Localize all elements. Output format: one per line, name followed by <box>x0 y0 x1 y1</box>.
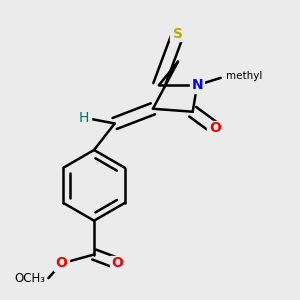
Text: H: H <box>79 111 89 124</box>
Bar <box>54 256 69 271</box>
Text: S: S <box>173 27 183 41</box>
Text: O: O <box>112 256 124 270</box>
Text: O: O <box>209 121 221 135</box>
Text: N: N <box>191 78 203 92</box>
Text: methyl: methyl <box>226 71 262 81</box>
Text: OCH₃: OCH₃ <box>14 272 46 285</box>
Bar <box>110 256 125 271</box>
Bar <box>170 26 186 41</box>
Bar <box>190 78 205 93</box>
Text: O: O <box>56 256 68 270</box>
Bar <box>207 121 222 135</box>
Bar <box>77 110 91 125</box>
